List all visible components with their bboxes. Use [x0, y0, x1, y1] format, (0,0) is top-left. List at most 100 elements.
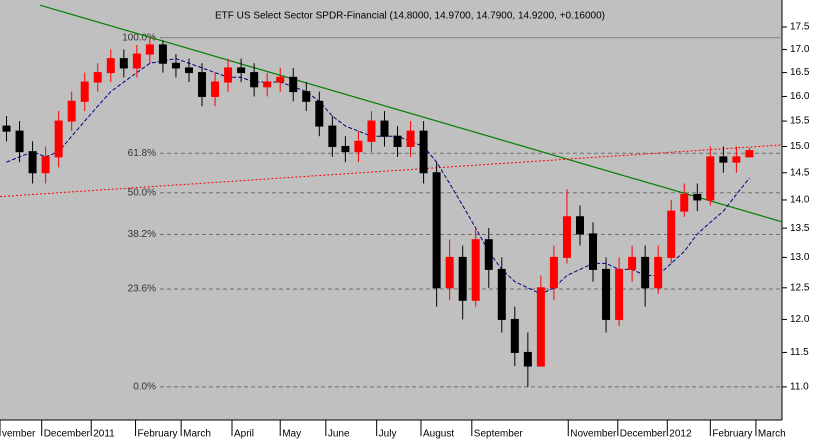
candle-body [523, 351, 532, 367]
y-tick-label: 16.5 [790, 67, 810, 78]
y-axis-area [782, 0, 828, 448]
x-tick-label: September [474, 429, 524, 440]
candle-body [145, 44, 154, 55]
candle-body [432, 172, 441, 289]
trendline [39, 4, 783, 223]
candle-body [132, 53, 141, 69]
candle-body [250, 72, 259, 88]
candle-body [380, 120, 389, 137]
candle-body [667, 210, 676, 258]
candle-body [589, 233, 598, 270]
candle-body [732, 156, 741, 163]
candle-body [445, 256, 454, 289]
candle-body [406, 130, 415, 147]
y-tick-label: 13.0 [790, 252, 810, 263]
candle-body [510, 318, 519, 353]
y-tick-label: 11.5 [790, 347, 809, 358]
candle-body [211, 81, 220, 97]
x-tick-label: vember [2, 429, 36, 440]
x-tick-label: February [138, 429, 178, 440]
x-tick-label: June [328, 429, 350, 440]
candle-body [184, 67, 193, 74]
y-tick-label: 15.0 [790, 141, 810, 152]
plot-area [0, 0, 782, 420]
trendline [0, 144, 783, 198]
y-tick-label: 17.5 [790, 22, 810, 33]
candle-body [549, 256, 558, 289]
candle-body [575, 216, 584, 235]
x-tick-label: May [282, 429, 301, 440]
y-tick-label: 14.0 [790, 195, 810, 206]
candle-body [628, 256, 637, 270]
y-tick-label: 16.0 [790, 91, 810, 102]
y-tick-label: 15.5 [790, 116, 810, 127]
candle-body [458, 256, 467, 301]
candle-body [615, 268, 624, 320]
y-tick-label: 17.0 [790, 44, 810, 55]
candle-body [484, 239, 493, 270]
candle-body [119, 58, 128, 69]
x-tick-label: November [570, 429, 617, 440]
candle-body [328, 125, 337, 147]
x-tick-label: 2011 [93, 429, 115, 440]
candle-body [341, 145, 350, 153]
candle-body [80, 81, 89, 102]
x-tick-label: 2012 [669, 429, 692, 440]
y-tick-label: 12.5 [790, 282, 810, 293]
candle-body [263, 81, 272, 88]
fib-label: 38.2% [128, 229, 156, 240]
y-tick-label: 13.5 [790, 223, 810, 234]
x-tick-label: April [234, 429, 254, 440]
candle-body [171, 62, 180, 69]
moving-average [6, 58, 750, 295]
candle-body [302, 91, 311, 102]
x-tick-label: July [379, 429, 397, 440]
candle-body [289, 76, 298, 93]
candle-body [2, 125, 11, 132]
x-tick-label: August [423, 429, 454, 440]
candle-body [93, 72, 102, 83]
y-tick-label: 11.0 [790, 382, 809, 393]
candle-body [471, 239, 480, 301]
candle-body [237, 67, 246, 74]
candle-body [562, 216, 571, 258]
x-tick-label: March [183, 429, 211, 440]
candle-body [641, 256, 650, 289]
candle-body [706, 156, 715, 201]
candle-body [654, 256, 663, 289]
fib-label: 0.0% [133, 382, 156, 393]
candle-body [54, 120, 63, 158]
candle-body [41, 156, 50, 174]
candle-body [67, 100, 76, 122]
candle-body [28, 151, 37, 174]
fib-label: 61.8% [128, 148, 156, 159]
candle-body [367, 120, 376, 142]
candle-body [158, 44, 167, 64]
chart-title: ETF US Select Sector SPDR-Financial (14.… [215, 11, 605, 22]
chart-layer: 11.0 11.5 12.0 12.5 13.0 13.5 14.0 14.5 15.0 15.5… [0, 4, 810, 440]
candle-body [315, 100, 324, 127]
candle-body [106, 58, 115, 74]
fib-label: 23.6% [128, 284, 156, 295]
x-tick-label: February [712, 429, 752, 440]
candle-body [354, 140, 363, 153]
y-tick-label: 14.5 [790, 167, 810, 178]
candle-body [198, 72, 207, 97]
candle-body [693, 193, 702, 201]
x-tick-label: December [620, 429, 667, 440]
candle-body [497, 268, 506, 320]
candle-body [419, 130, 428, 174]
candle-body [745, 150, 754, 158]
x-tick-label: December [44, 429, 91, 440]
candle-body [393, 135, 402, 147]
fib-label: 50.0% [128, 187, 156, 198]
candle-body [536, 287, 545, 367]
candle-body [602, 268, 611, 320]
candle-body [719, 156, 728, 163]
candle-body [15, 130, 24, 153]
y-tick-label: 12.0 [790, 314, 810, 325]
x-tick-label: March [758, 429, 786, 440]
candle-body [276, 76, 285, 83]
candle-body [680, 193, 689, 212]
